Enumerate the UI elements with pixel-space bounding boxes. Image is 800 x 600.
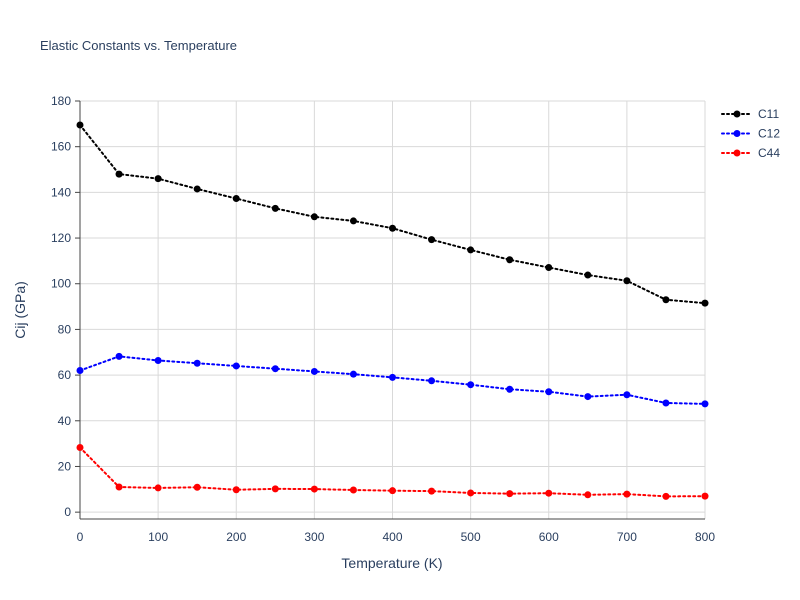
data-point-c12: [701, 400, 709, 408]
data-point-c11: [506, 256, 514, 264]
legend: C11 C12 C44: [721, 107, 780, 160]
data-point-c44: [584, 491, 592, 499]
data-point-c44: [545, 489, 553, 497]
data-point-c12: [506, 385, 514, 393]
data-point-c11: [389, 224, 396, 232]
y-axis-title: Cij (GPa): [12, 281, 28, 339]
data-point-c12: [349, 370, 357, 378]
x-tick-label: 200: [226, 530, 246, 544]
x-axis-title: Temperature (K): [341, 555, 442, 571]
data-point-c12: [467, 381, 475, 389]
x-tick-label: 300: [304, 530, 324, 544]
y-tick-label: 140: [51, 185, 71, 199]
data-point-c11: [467, 246, 475, 254]
data-point-c44: [193, 483, 201, 491]
data-point-c11: [193, 185, 201, 193]
data-point-c44: [389, 487, 396, 495]
data-point-c12: [310, 367, 318, 375]
data-point-c44: [701, 492, 709, 500]
data-point-c44: [349, 486, 357, 494]
y-tick-label: 0: [64, 505, 71, 519]
data-point-c44: [115, 483, 123, 491]
data-point-c11: [428, 236, 436, 244]
data-point-c11: [232, 195, 240, 203]
legend-item-c11[interactable]: C11: [721, 107, 779, 121]
legend-item-c12[interactable]: C12: [721, 127, 780, 141]
data-point-c11: [662, 296, 670, 304]
data-point-c44: [623, 490, 631, 498]
legend-swatch-marker: [733, 130, 741, 137]
chart-title: Elastic Constants vs. Temperature: [40, 38, 237, 53]
x-tick-label: 800: [695, 530, 715, 544]
data-point-c12: [389, 373, 396, 381]
data-point-c12: [76, 367, 84, 375]
legend-label: C12: [758, 127, 780, 141]
y-tick-label: 180: [51, 94, 71, 108]
data-point-c11: [310, 213, 318, 221]
data-point-c44: [271, 485, 279, 493]
y-tick-label: 160: [51, 140, 71, 154]
data-point-c12: [428, 377, 436, 385]
data-point-c11: [76, 121, 84, 129]
legend-item-c44[interactable]: C44: [721, 146, 780, 160]
y-tick-label: 120: [51, 231, 71, 245]
data-point-c12: [271, 365, 279, 373]
data-point-c44: [662, 492, 670, 500]
gridlines: [80, 100, 706, 519]
data-point-c44: [428, 487, 436, 495]
data-point-c11: [545, 264, 553, 272]
data-point-c12: [232, 362, 240, 370]
data-point-c44: [232, 486, 240, 494]
y-tick-label: 100: [51, 277, 71, 291]
y-tick-label: 60: [58, 368, 72, 382]
data-point-c11: [349, 217, 357, 225]
legend-swatch-marker: [733, 110, 741, 118]
data-point-c11: [584, 271, 592, 279]
data-point-c44: [310, 485, 318, 493]
data-point-c12: [584, 393, 592, 401]
legend-label: C11: [758, 107, 779, 121]
data-point-c12: [193, 359, 201, 367]
x-tick-label: 500: [461, 530, 481, 544]
data-point-c11: [154, 175, 162, 183]
data-point-c11: [701, 299, 709, 307]
x-tick-label: 700: [617, 530, 637, 544]
data-point-c12: [115, 352, 123, 360]
axes: 0 100 200 300 400 500 600 700 800 0 20 40 60 80 100 120…: [51, 94, 715, 544]
data-point-c12: [545, 388, 553, 396]
x-tick-label: 100: [148, 530, 168, 544]
x-tick-label: 0: [77, 530, 84, 544]
data-point-c12: [623, 391, 631, 399]
data-point-c11: [115, 170, 123, 178]
data-point-c44: [506, 490, 514, 498]
x-tick-label: 400: [382, 530, 402, 544]
legend-label: C44: [758, 146, 780, 160]
x-tick-label: 600: [539, 530, 559, 544]
data-point-c44: [76, 444, 84, 452]
data-point-c12: [154, 356, 162, 364]
data-point-c11: [271, 204, 279, 212]
y-tick-label: 20: [58, 459, 72, 473]
y-tick-label: 80: [58, 322, 72, 336]
data-point-c44: [467, 489, 475, 497]
legend-swatch-marker: [733, 149, 741, 157]
data-point-c44: [154, 484, 162, 492]
series-plot-area: [76, 121, 709, 500]
data-point-c11: [623, 277, 631, 285]
data-point-c12: [662, 399, 670, 407]
y-tick-label: 40: [58, 414, 72, 428]
